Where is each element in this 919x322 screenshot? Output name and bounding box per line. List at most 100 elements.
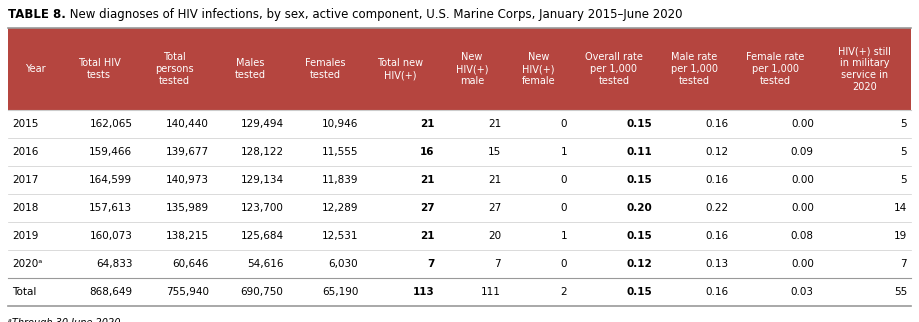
Text: 0.20: 0.20 <box>627 203 652 213</box>
Text: 7: 7 <box>901 259 907 269</box>
Text: 12,531: 12,531 <box>322 231 358 241</box>
Text: 27: 27 <box>488 203 501 213</box>
Text: 19: 19 <box>894 231 907 241</box>
Text: New
HIV(+)
female: New HIV(+) female <box>521 52 555 86</box>
Text: 129,494: 129,494 <box>241 119 284 129</box>
Text: 2019: 2019 <box>12 231 39 241</box>
Text: Female rate
per 1,000
tested: Female rate per 1,000 tested <box>746 52 804 86</box>
Text: 0.00: 0.00 <box>791 175 814 185</box>
Text: 2: 2 <box>561 287 567 297</box>
Text: 0: 0 <box>561 203 567 213</box>
Text: 10,946: 10,946 <box>322 119 358 129</box>
Text: 160,073: 160,073 <box>89 231 132 241</box>
Text: 21: 21 <box>420 175 435 185</box>
Text: 123,700: 123,700 <box>241 203 284 213</box>
Bar <box>8 250 911 278</box>
Text: 21: 21 <box>420 231 435 241</box>
Text: HIV(+) still
in military
service in
2020: HIV(+) still in military service in 2020 <box>838 46 891 92</box>
Text: 21: 21 <box>420 119 435 129</box>
Text: Total: Total <box>12 287 37 297</box>
Text: 2020ᵃ: 2020ᵃ <box>12 259 42 269</box>
Text: 164,599: 164,599 <box>89 175 132 185</box>
Text: 14: 14 <box>894 203 907 213</box>
Text: 27: 27 <box>420 203 435 213</box>
Text: New diagnoses of HIV infections, by sex, active component, U.S. Marine Corps, Ja: New diagnoses of HIV infections, by sex,… <box>66 8 683 21</box>
Text: 2016: 2016 <box>12 147 39 157</box>
Text: 138,215: 138,215 <box>166 231 209 241</box>
Text: 0.00: 0.00 <box>791 259 814 269</box>
Text: Year: Year <box>25 64 45 74</box>
Text: 0.15: 0.15 <box>627 119 652 129</box>
Text: 2018: 2018 <box>12 203 39 213</box>
Text: 64,833: 64,833 <box>96 259 132 269</box>
Bar <box>8 138 911 166</box>
Text: 7: 7 <box>494 259 501 269</box>
Text: 1: 1 <box>561 231 567 241</box>
Text: 129,134: 129,134 <box>241 175 284 185</box>
Text: 16: 16 <box>420 147 435 157</box>
Text: 868,649: 868,649 <box>89 287 132 297</box>
Text: 0.00: 0.00 <box>791 119 814 129</box>
Text: ᵃThrough 30 June 2020.: ᵃThrough 30 June 2020. <box>8 318 124 322</box>
Text: 0.22: 0.22 <box>706 203 729 213</box>
Bar <box>8 166 911 194</box>
Text: Males
tested: Males tested <box>235 58 266 80</box>
Text: 0.00: 0.00 <box>791 203 814 213</box>
Text: 12,289: 12,289 <box>322 203 358 213</box>
Text: 11,555: 11,555 <box>322 147 358 157</box>
Text: 5: 5 <box>901 147 907 157</box>
Text: Total
persons
tested: Total persons tested <box>155 52 194 86</box>
Text: 7: 7 <box>427 259 435 269</box>
Text: 0.15: 0.15 <box>627 231 652 241</box>
Text: 0.09: 0.09 <box>791 147 814 157</box>
Text: 20: 20 <box>488 231 501 241</box>
Text: 55: 55 <box>894 287 907 297</box>
Text: 157,613: 157,613 <box>89 203 132 213</box>
Text: 0.16: 0.16 <box>706 287 729 297</box>
Text: 2015: 2015 <box>12 119 39 129</box>
Text: Total HIV
tests: Total HIV tests <box>78 58 120 80</box>
Text: 111: 111 <box>482 287 501 297</box>
Text: 0: 0 <box>561 175 567 185</box>
Bar <box>8 110 911 138</box>
Text: 0.13: 0.13 <box>706 259 729 269</box>
Text: Overall rate
per 1,000
tested: Overall rate per 1,000 tested <box>584 52 642 86</box>
Text: 1: 1 <box>561 147 567 157</box>
Text: TABLE 8.: TABLE 8. <box>8 8 66 21</box>
Text: 755,940: 755,940 <box>166 287 209 297</box>
Text: 125,684: 125,684 <box>241 231 284 241</box>
Text: 11,839: 11,839 <box>322 175 358 185</box>
Text: 0.16: 0.16 <box>706 175 729 185</box>
Text: 21: 21 <box>488 119 501 129</box>
Text: 113: 113 <box>413 287 435 297</box>
Text: 139,677: 139,677 <box>166 147 209 157</box>
Text: Total new
HIV(+): Total new HIV(+) <box>378 58 424 80</box>
Bar <box>8 278 911 306</box>
Text: 0.03: 0.03 <box>791 287 814 297</box>
Text: 0.15: 0.15 <box>627 287 652 297</box>
Text: 162,065: 162,065 <box>89 119 132 129</box>
Text: 2017: 2017 <box>12 175 39 185</box>
Text: 135,989: 135,989 <box>166 203 209 213</box>
Text: 140,440: 140,440 <box>166 119 209 129</box>
Text: New
HIV(+)
male: New HIV(+) male <box>456 52 488 86</box>
Text: 0.12: 0.12 <box>706 147 729 157</box>
Text: 0: 0 <box>561 259 567 269</box>
Text: 5: 5 <box>901 175 907 185</box>
Text: 0.16: 0.16 <box>706 119 729 129</box>
Text: 0: 0 <box>561 119 567 129</box>
Text: 65,190: 65,190 <box>322 287 358 297</box>
Text: Male rate
per 1,000
tested: Male rate per 1,000 tested <box>671 52 718 86</box>
Text: 6,030: 6,030 <box>328 259 358 269</box>
Text: 21: 21 <box>488 175 501 185</box>
Text: 690,750: 690,750 <box>241 287 284 297</box>
Text: 0.08: 0.08 <box>791 231 814 241</box>
Bar <box>8 28 911 110</box>
Text: 5: 5 <box>901 119 907 129</box>
Text: 140,973: 140,973 <box>166 175 209 185</box>
Text: 0.12: 0.12 <box>627 259 652 269</box>
Text: 159,466: 159,466 <box>89 147 132 157</box>
Text: 60,646: 60,646 <box>173 259 209 269</box>
Text: 128,122: 128,122 <box>241 147 284 157</box>
Text: Females
tested: Females tested <box>304 58 346 80</box>
